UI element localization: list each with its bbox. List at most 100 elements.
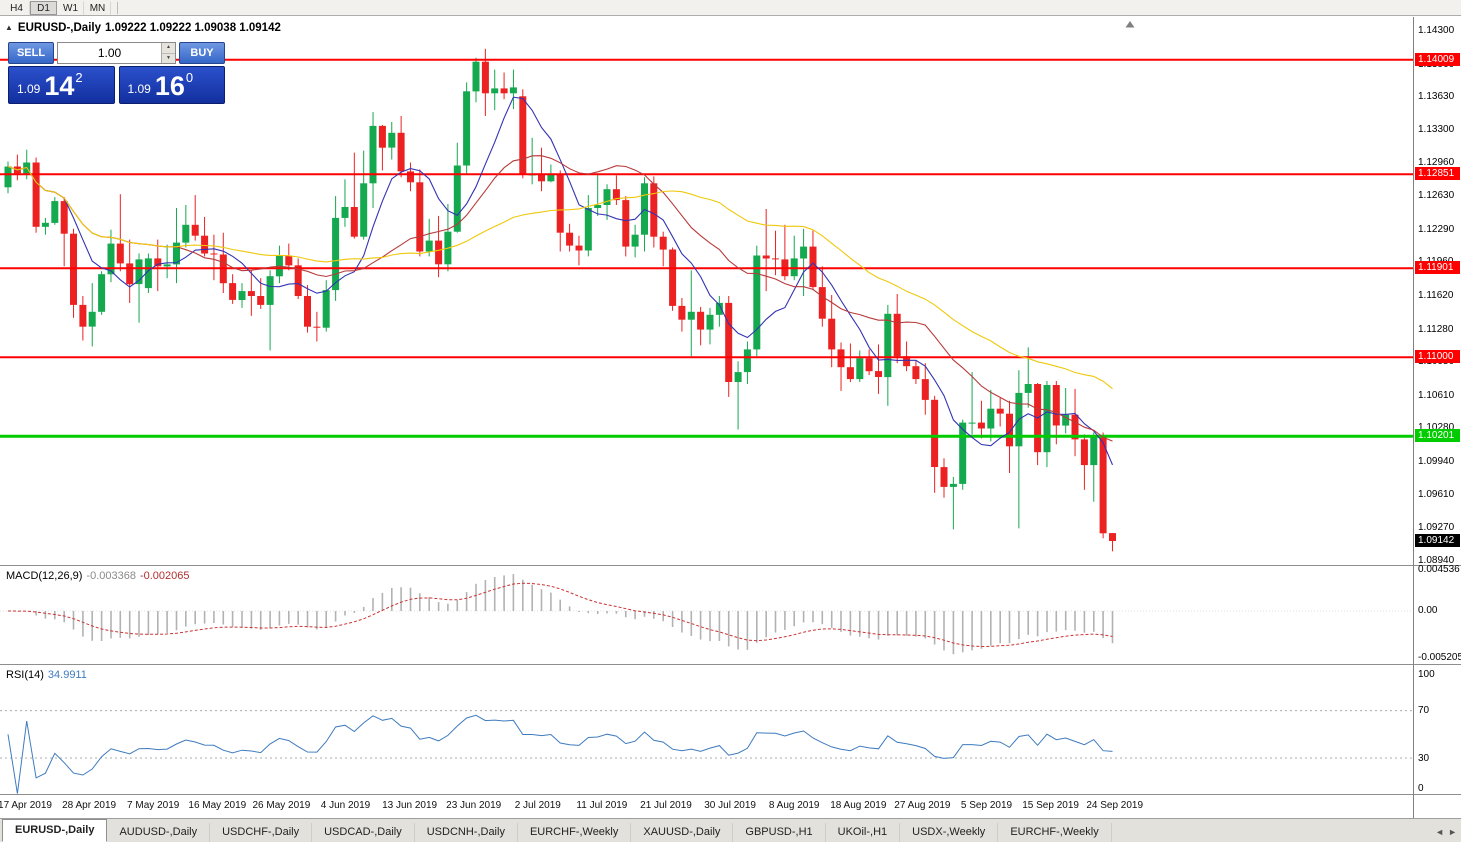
rsi-scale-tick: 30 <box>1418 753 1430 764</box>
chart-symbol-label: EURUSD-,Daily <box>17 22 101 34</box>
price-axis[interactable]: 1.143001.139601.136301.133001.129601.126… <box>1414 0 1461 818</box>
rsi-scale-tick: 100 <box>1418 669 1435 680</box>
date-tick: 17 Apr 2019 <box>0 800 52 811</box>
date-tick: 26 May 2019 <box>252 800 311 811</box>
macd-indicator-pane[interactable] <box>0 566 1413 664</box>
buy-price-big-digits: 16 <box>154 71 185 102</box>
price-tick: 1.10610 <box>1418 389 1455 401</box>
tab-audusd-daily[interactable]: AUDUSD-,Daily <box>107 823 211 842</box>
date-tick: 21 Jul 2019 <box>640 800 692 811</box>
sell-price-big-digits: 14 <box>44 71 75 102</box>
timeframe-button-w1[interactable]: W1 <box>57 0 84 15</box>
level-price-badge: 1.11901 <box>1415 261 1460 275</box>
rsi-value: 34.9911 <box>47 669 87 681</box>
macd-histogram <box>16 574 1114 655</box>
price-tick: 1.13630 <box>1418 91 1455 103</box>
main-price-chart[interactable] <box>0 17 1413 565</box>
tab-usdx-weekly[interactable]: USDX-,Weekly <box>900 823 999 842</box>
date-tick: 13 Jun 2019 <box>382 800 438 811</box>
price-tick: 1.13300 <box>1418 123 1455 135</box>
trade-panel-toggle-icon[interactable]: ▲ <box>5 23 13 32</box>
buy-price-pipette: 0 <box>185 70 194 85</box>
date-tick: 23 Jun 2019 <box>446 800 502 811</box>
chart-tabs: EURUSD-,Daily AUDUSD-,Daily USDCHF-,Daily U… <box>2 819 1112 842</box>
price-axis-border <box>1413 17 1414 818</box>
date-tick: 28 Apr 2019 <box>62 800 117 811</box>
price-tick: 1.11280 <box>1418 323 1454 335</box>
pane-separator[interactable] <box>0 565 1461 566</box>
sell-price-prefix: 1.09 <box>17 82 41 96</box>
macd-name: MACD(12,26,9) <box>6 570 83 582</box>
current-price-badge: 1.09142 <box>1415 534 1460 548</box>
macd-signal-line <box>7 582 1113 648</box>
price-tick: 1.08940 <box>1418 554 1455 566</box>
pane-separator[interactable] <box>0 794 1461 795</box>
date-tick: 27 Aug 2019 <box>894 800 951 811</box>
tab-xauusd-daily[interactable]: XAUUSD-,Daily <box>631 823 734 842</box>
sell-price-pipette: 2 <box>75 70 83 85</box>
time-axis[interactable]: 17 Apr 2019 28 Apr 2019 7 May 2019 16 May 2… <box>0 795 1413 818</box>
buy-button[interactable]: BUY <box>179 42 225 64</box>
tab-gbpusd-h1[interactable]: GBPUSD-,H1 <box>733 823 826 842</box>
scroll-shift-marker-icon <box>1125 21 1135 28</box>
macd-main-value: -0.003368 <box>86 570 136 582</box>
macd-scale-tick: 0.004536 <box>1418 564 1460 575</box>
price-tick: 1.09610 <box>1418 488 1455 500</box>
rsi-level-lines <box>0 710 1413 759</box>
macd-scale-tick: -0.005205 <box>1418 652 1461 663</box>
date-tick: 4 Jun 2019 <box>320 800 371 811</box>
horizontal-level-lines[interactable] <box>0 58 1413 438</box>
sell-button[interactable]: SELL <box>8 42 54 64</box>
tab-eurusd-daily[interactable]: EURUSD-,Daily <box>2 819 108 842</box>
price-tick: 1.11620 <box>1418 289 1454 301</box>
date-tick: 11 Jul 2019 <box>576 800 628 811</box>
volume-box: ▲ ▼ <box>57 42 176 64</box>
volume-input[interactable] <box>58 43 175 63</box>
date-tick: 16 May 2019 <box>188 800 247 811</box>
chart-ohlc-values: 1.09222 1.09222 1.09038 1.09142 <box>105 22 281 34</box>
price-tick: 1.12290 <box>1418 223 1455 235</box>
pane-separator[interactable] <box>0 664 1461 665</box>
rsi-scale-tick: 70 <box>1418 705 1430 716</box>
date-tick: 7 May 2019 <box>127 800 180 811</box>
timeframe-button-h4[interactable]: H4 <box>3 0 30 15</box>
tab-scroll-left-ic[interactable]: ◄ <box>1435 827 1445 837</box>
price-tick: 1.14300 <box>1418 25 1455 36</box>
tab-usdcad-daily[interactable]: USDCAD-,Daily <box>312 823 415 842</box>
tab-eurchf-weekly[interactable]: EURCHF-,Weekly <box>518 823 632 842</box>
candles-layer <box>4 48 1116 552</box>
level-price-badge: 1.11000 <box>1415 350 1460 364</box>
macd-scale-tick: 0.00 <box>1418 605 1438 616</box>
level-price-badge: 1.12851 <box>1415 167 1460 181</box>
timeframe-button-mn[interactable]: MN <box>84 0 111 15</box>
date-tick: 2 Jul 2019 <box>514 800 561 811</box>
price-tick: 1.12960 <box>1418 157 1455 169</box>
date-tick: 15 Sep 2019 <box>1022 800 1079 811</box>
price-tick: 1.09940 <box>1418 456 1455 468</box>
chart-tabs-bar: EURUSD-,Daily AUDUSD-,Daily USDCHF-,Daily U… <box>0 818 1461 842</box>
buy-price-prefix: 1.09 <box>127 82 151 96</box>
timeframe-button-group: H4 D1 W1 MN <box>3 0 111 15</box>
date-tick: 30 Jul 2019 <box>704 800 756 811</box>
tab-usdcnh-daily[interactable]: USDCNH-,Daily <box>415 823 518 842</box>
tab-usdchf-daily[interactable]: USDCHF-,Daily <box>210 823 313 842</box>
volume-decrease-button[interactable]: ▼ <box>162 53 175 63</box>
tab-scroll-right-icon[interactable]: ► <box>1448 827 1457 837</box>
price-tick: 1.09270 <box>1418 522 1455 534</box>
date-tick: 18 Aug 2019 <box>830 800 887 811</box>
buy-price-display[interactable]: 1.09 16 0 <box>118 66 225 104</box>
timeframe-button-d1[interactable]: D1 <box>30 0 57 15</box>
macd-label: MACD(12,26,9) -0.003368 -0.002065 <box>6 570 190 582</box>
date-tick: 8 Aug 2019 <box>768 800 820 811</box>
date-tick: 24 Sep 2019 <box>1086 800 1144 811</box>
sell-price-display[interactable]: 1.09 14 2 <box>8 66 115 104</box>
price-tick: 1.12630 <box>1418 190 1455 202</box>
level-price-badge: 1.14009 <box>1415 52 1460 66</box>
chart-title: ▲ EURUSD-,Daily 1.09222 1.09222 1.09038 1.… <box>5 22 285 34</box>
tab-eurchf-weekly[interactable]: EURCHF-,Weekly <box>998 823 1112 842</box>
one-click-trading-panel: SELL ▲ ▼ BUY 1.09 14 2 1.09 16 0 <box>8 42 225 104</box>
volume-increase-button[interactable]: ▲ <box>162 43 175 54</box>
tab-ukoil-h1[interactable]: UKOil-,H1 <box>826 823 901 842</box>
rsi-indicator-pane[interactable] <box>0 665 1413 794</box>
